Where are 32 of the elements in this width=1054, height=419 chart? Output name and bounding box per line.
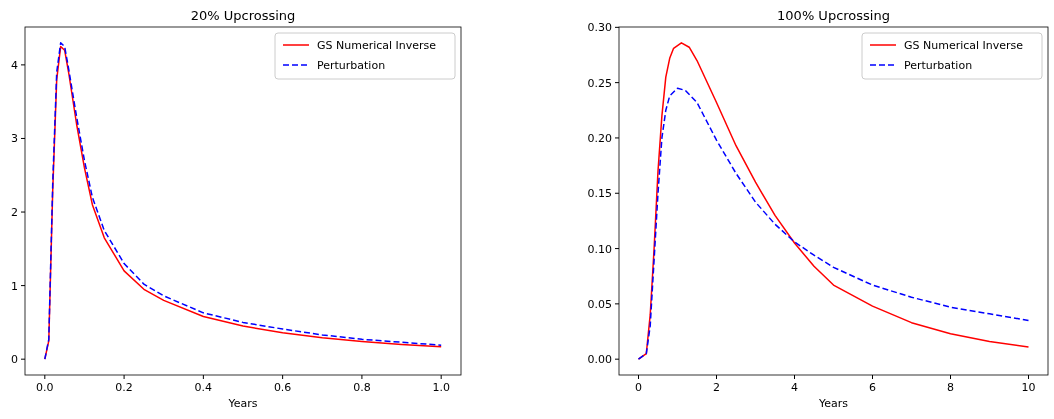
x-tick-label: 0.0 [36,381,54,394]
y-tick-label: 0.10 [587,242,612,256]
x-tick-label: 10 [1021,381,1036,394]
y-tick-label: 0.00 [587,353,612,367]
y-tick-label: 0.30 [587,21,612,35]
chart-title: 20% Upcrossing [190,8,296,23]
x-axis-title: Years [817,397,849,410]
legend-label: Perturbation [904,59,973,72]
x-tick-label: 8 [947,381,954,394]
y-tick-label: 0.15 [587,187,612,201]
y-tick-label: 3 [11,132,18,146]
legend-label: GS Numerical Inverse [317,39,437,52]
x-tick-label: 0.4 [194,381,213,394]
y-tick-label: 4 [11,58,18,72]
x-tick-label: 0.2 [115,381,133,394]
x-tick-label: 0.8 [353,381,371,394]
y-tick-label: 0.25 [587,76,612,90]
x-tick-label: 0 [635,381,642,394]
legend-label: GS Numerical Inverse [904,39,1024,52]
x-tick-label: 1.0 [432,381,450,394]
y-tick-label: 0.20 [587,131,612,145]
y-tick-label: 0.05 [587,297,612,311]
chart-title: 100% Upcrossing [777,8,890,23]
x-tick-label: 4 [791,381,798,394]
y-tick-label: 0 [11,353,18,367]
y-tick-label: 1 [11,279,18,293]
legend-label: Perturbation [317,59,386,72]
x-tick-label: 0.6 [273,381,292,394]
x-tick-label: 2 [713,381,720,394]
x-axis-title: Years [227,397,258,410]
y-tick-label: 2 [11,206,18,220]
x-tick-label: 6 [869,381,876,394]
